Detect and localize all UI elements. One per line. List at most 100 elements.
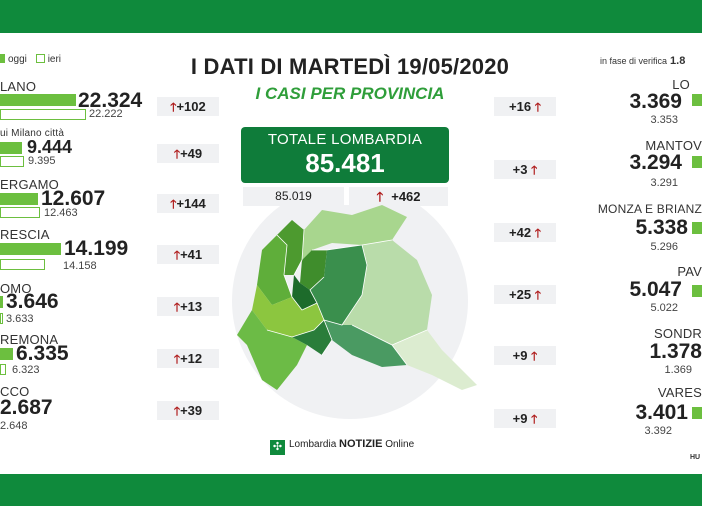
increment-box: 🡑+102 (157, 97, 219, 116)
province-name: LO (672, 77, 690, 92)
map-region-pavia (237, 310, 307, 390)
total-lombardia-box: TOTALE LOMBARDIA 85.481 (241, 127, 449, 183)
up-arrow-icon: 🡑 (173, 352, 181, 366)
province-name: RESCIA (0, 227, 50, 242)
today-bar (0, 243, 61, 255)
total-label: TOTALE LOMBARDIA (267, 131, 423, 148)
today-bar (0, 94, 76, 106)
yesterday-value: 12.463 (44, 207, 78, 219)
province-name: OMO (0, 281, 32, 296)
map-region-brescia (342, 240, 432, 345)
yesterday-value: 1.369 (664, 364, 692, 376)
province-bergamo: ERGAMO 12.607 12.463 (0, 177, 160, 233)
province-milano: LANO 22.324 22.222 (0, 79, 160, 135)
yesterday-bar (0, 364, 6, 375)
total-increment: +462 (391, 189, 421, 204)
today-bar (692, 222, 702, 234)
province-brescia: RESCIA 14.199 14.158 (0, 227, 160, 283)
increment-value: +3 (512, 162, 528, 177)
today-bar (0, 193, 38, 205)
yesterday-value: 6.323 (12, 364, 40, 376)
yesterday-value: 3.291 (650, 177, 678, 189)
today-value: 3.294 (629, 151, 682, 174)
map-region-cremona (324, 320, 407, 367)
increment-value: +102 (176, 99, 206, 114)
up-arrow-icon: 🡑 (534, 100, 541, 114)
up-arrow-icon: 🡑 (376, 189, 384, 204)
province-name: PAV (677, 264, 702, 279)
today-value: 9.444 (27, 137, 73, 157)
increment-box: +25 🡑 (494, 285, 556, 304)
today-value: 6.335 (16, 342, 69, 365)
today-value: 3.369 (629, 90, 682, 113)
province-name: SONDR (654, 326, 702, 341)
map-region-sondrio (302, 205, 407, 260)
increment-value: +49 (180, 146, 203, 161)
yesterday-bar (0, 109, 86, 120)
legend-today-label: oggi (8, 54, 27, 65)
up-arrow-icon: 🡑 (531, 163, 538, 177)
province-name: MANTOV (645, 138, 702, 153)
province-sondrio: SONDR 1.378 1.369 (582, 326, 702, 382)
yesterday-value: 3.633 (6, 313, 34, 325)
province-name: MONZA E BRIANZ (597, 202, 702, 216)
increment-value: +13 (180, 299, 203, 314)
up-arrow-icon: 🡑 (534, 288, 541, 302)
province-monza-brianza: MONZA E BRIANZ 5.338 5.296 (580, 202, 702, 258)
province-lecco: CCO 2.687 2.648 (0, 384, 160, 440)
today-bar (692, 285, 702, 297)
yesterday-value: 9.395 (28, 155, 56, 167)
increment-box: +42 🡑 (494, 223, 556, 242)
verification-value: 1.8 (670, 55, 686, 67)
yesterday-value: 5.296 (650, 241, 678, 253)
province-name: REMONA (0, 332, 59, 347)
lombardia-map (232, 205, 477, 419)
lombardia-logo-icon: ✣ (270, 440, 285, 455)
corner-mark: HU (690, 454, 701, 461)
province-name: LANO (0, 79, 37, 94)
increment-value: +25 (509, 287, 532, 302)
page-title: I DATI DI MARTEDÌ 19/05/2020 (190, 54, 510, 79)
increment-value: +9 (512, 348, 528, 363)
map-region-bergamo (310, 245, 367, 325)
province-mantova: MANTOV 3.294 3.291 (582, 138, 702, 194)
up-arrow-icon: 🡑 (531, 349, 538, 363)
increment-box: 🡑+41 (157, 245, 219, 264)
increment-value: +144 (176, 196, 206, 211)
legend-today-swatch (0, 54, 5, 63)
province-milano-citta: ui Milano città 9.444 9.395 (0, 127, 160, 183)
province-name: ERGAMO (0, 177, 59, 192)
legend-yesterday-label: ieri (47, 54, 62, 65)
today-value: 1.378 (649, 340, 702, 363)
increment-box: 🡑+39 (157, 401, 219, 420)
up-arrow-icon: 🡑 (170, 197, 177, 211)
yesterday-value: 3.392 (644, 425, 672, 437)
up-arrow-icon: 🡑 (173, 147, 181, 161)
province-varese: VARES 3.401 3.392 (582, 385, 702, 441)
today-value: 2.687 (0, 396, 53, 419)
verification-label: in fase di verifica (600, 56, 668, 66)
increment-box: +9 🡑 (494, 346, 556, 365)
today-bar (0, 348, 13, 360)
increment-box: +16 🡑 (494, 97, 556, 116)
total-previous: 85.019 (243, 187, 344, 206)
today-bar (0, 142, 22, 154)
top-band (0, 0, 702, 33)
yesterday-bar (0, 156, 24, 167)
province-lodi: LO 3.369 3.353 (582, 77, 702, 133)
yesterday-value: 22.222 (89, 108, 123, 120)
up-arrow-icon: 🡑 (531, 412, 538, 426)
increment-box: +9 🡑 (494, 409, 556, 428)
increment-box: 🡑+49 (157, 144, 219, 163)
today-value: 5.047 (629, 278, 682, 301)
page-subtitle: I CASI PER PROVINCIA (255, 84, 445, 103)
up-arrow-icon: 🡑 (173, 300, 181, 314)
today-value: 12.607 (41, 187, 106, 210)
map-region-milano (252, 285, 324, 337)
yesterday-bar (0, 207, 40, 218)
map-region-como (277, 220, 304, 275)
increment-value: +42 (509, 225, 532, 240)
map-region-mantova (392, 330, 477, 390)
yesterday-bar (0, 313, 3, 324)
bottom-band (0, 474, 702, 506)
